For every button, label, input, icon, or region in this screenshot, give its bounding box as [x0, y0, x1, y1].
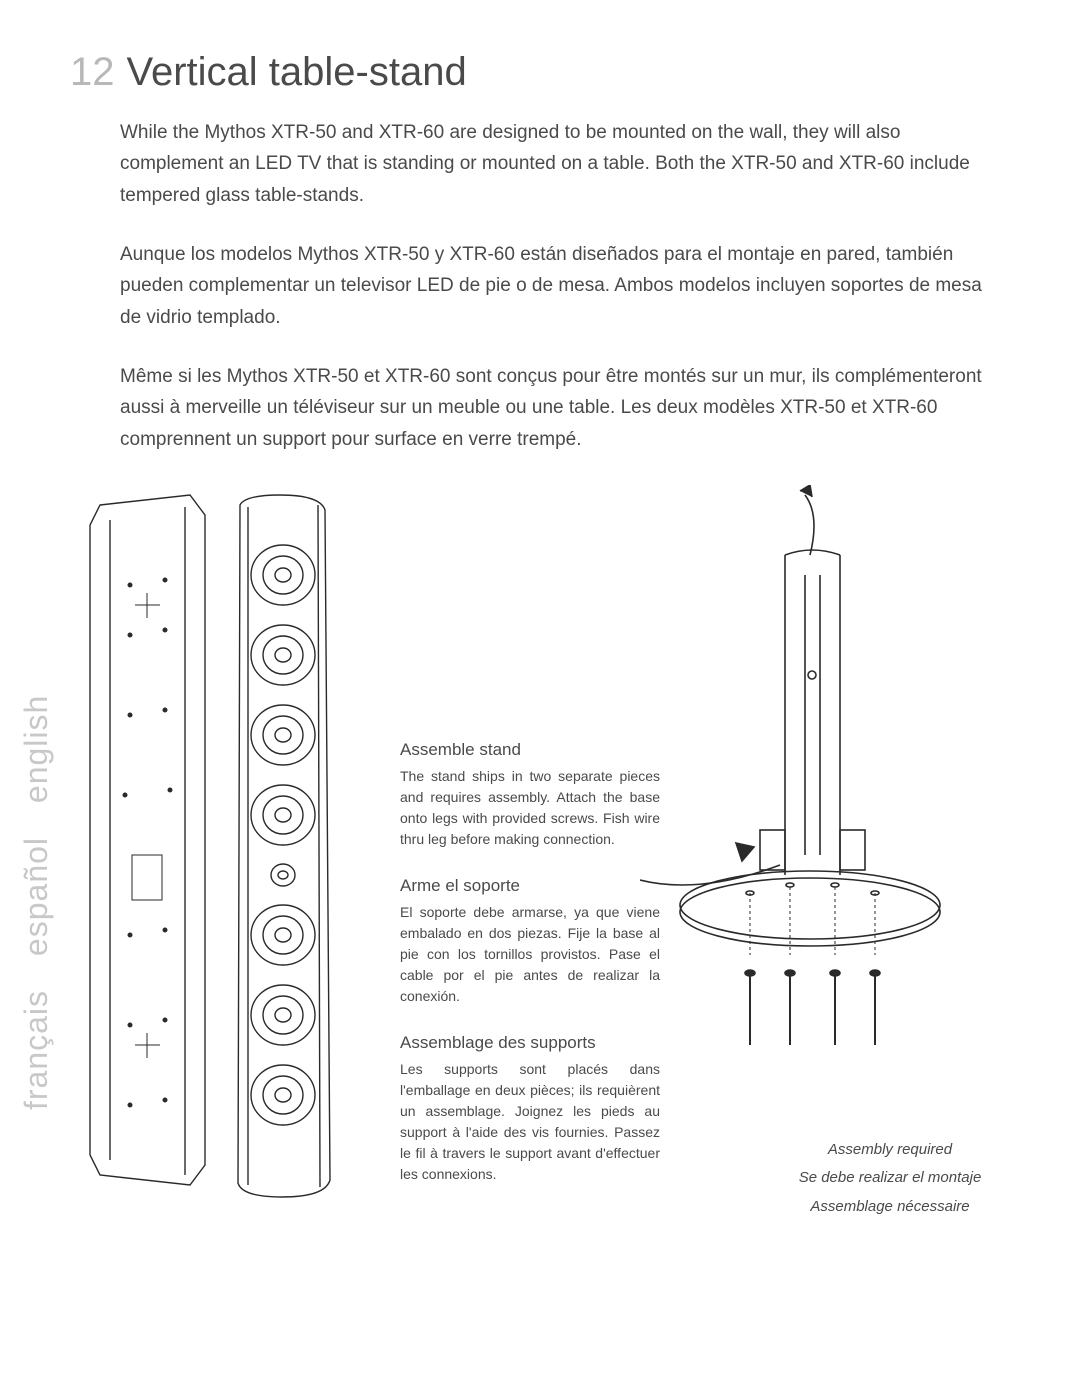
instruction-heading-es: Arme el soporte [400, 876, 660, 896]
instruction-spanish: Arme el soporte El soporte debe armarse,… [400, 876, 660, 1007]
instruction-heading-en: Assemble stand [400, 740, 660, 760]
intro-block: While the Mythos XTR-50 and XTR-60 are d… [120, 117, 1000, 455]
instruction-body-en: The stand ships in two separate pieces a… [400, 766, 660, 850]
caption-es: Se debe realizar el montaje [760, 1164, 1020, 1193]
caption-en: Assembly required [760, 1136, 1020, 1165]
assembly-captions: Assembly required Se debe realizar el mo… [760, 1136, 1020, 1222]
language-rail: français español english [18, 671, 55, 1110]
caption-fr: Assemblage nécessaire [760, 1193, 1020, 1222]
instruction-french: Assemblage des supports Les supports son… [400, 1033, 660, 1185]
intro-english: While the Mythos XTR-50 and XTR-60 are d… [120, 117, 1000, 211]
instructions-column: Assemble stand The stand ships in two se… [350, 485, 660, 1211]
lang-fr: français [18, 990, 54, 1110]
instruction-body-es: El soporte debe armarse, ya que viene em… [400, 902, 660, 1007]
speaker-illustration [70, 485, 350, 1211]
intro-spanish: Aunque los modelos Mythos XTR-50 y XTR-6… [120, 239, 1000, 333]
section-title: Vertical table-stand [127, 50, 467, 95]
lang-en: english [18, 695, 54, 803]
section-number: 12 [70, 50, 115, 95]
stand-illustration: Assembly required Se debe realizar el mo… [660, 485, 1010, 1211]
section-header: 12 Vertical table-stand [70, 50, 1010, 95]
instruction-body-fr: Les supports sont placés dans l'emballag… [400, 1059, 660, 1185]
lang-es: español [18, 837, 54, 956]
instruction-english: Assemble stand The stand ships in two se… [400, 740, 660, 850]
intro-french: Même si les Mythos XTR-50 et XTR-60 sont… [120, 361, 1000, 455]
instruction-heading-fr: Assemblage des supports [400, 1033, 660, 1053]
